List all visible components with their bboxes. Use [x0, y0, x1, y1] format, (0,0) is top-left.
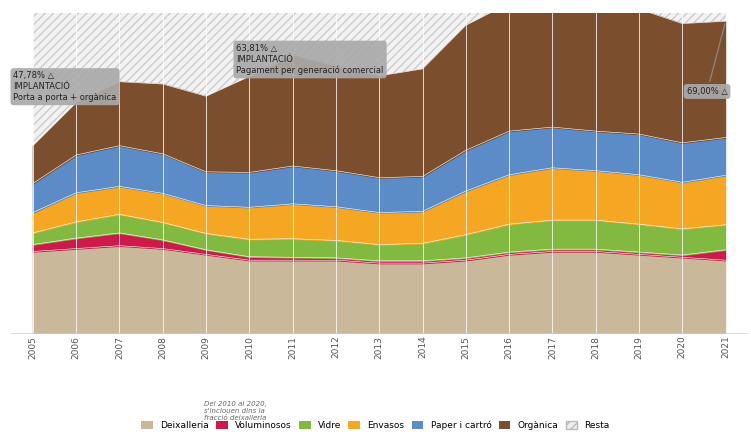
Text: Del 2010 al 2020,
s'inclouen dins la
fracció deixalleria: Del 2010 al 2020, s'inclouen dins la fra… — [204, 401, 267, 421]
Text: 63,81% △
IMPLANTACIÓ
Pagament per generació comercial: 63,81% △ IMPLANTACIÓ Pagament per genera… — [237, 43, 384, 75]
Text: 69,54% △: 69,54% △ — [0, 437, 1, 438]
Legend: Deixalleria, Voluminosos, Vidre, Envasos, Paper i cartró, Orgànica, Resta: Deixalleria, Voluminosos, Vidre, Envasos… — [137, 417, 614, 434]
Text: 47,78% △
IMPLANTACIÓ
Porta a porta + orgànica: 47,78% △ IMPLANTACIÓ Porta a porta + org… — [14, 71, 116, 102]
Text: 72,33% △
ELIMINACIÓ
Àrees d'emergència: 72,33% △ ELIMINACIÓ Àrees d'emergència — [0, 437, 1, 438]
Text: 69,00% △: 69,00% △ — [686, 24, 728, 96]
